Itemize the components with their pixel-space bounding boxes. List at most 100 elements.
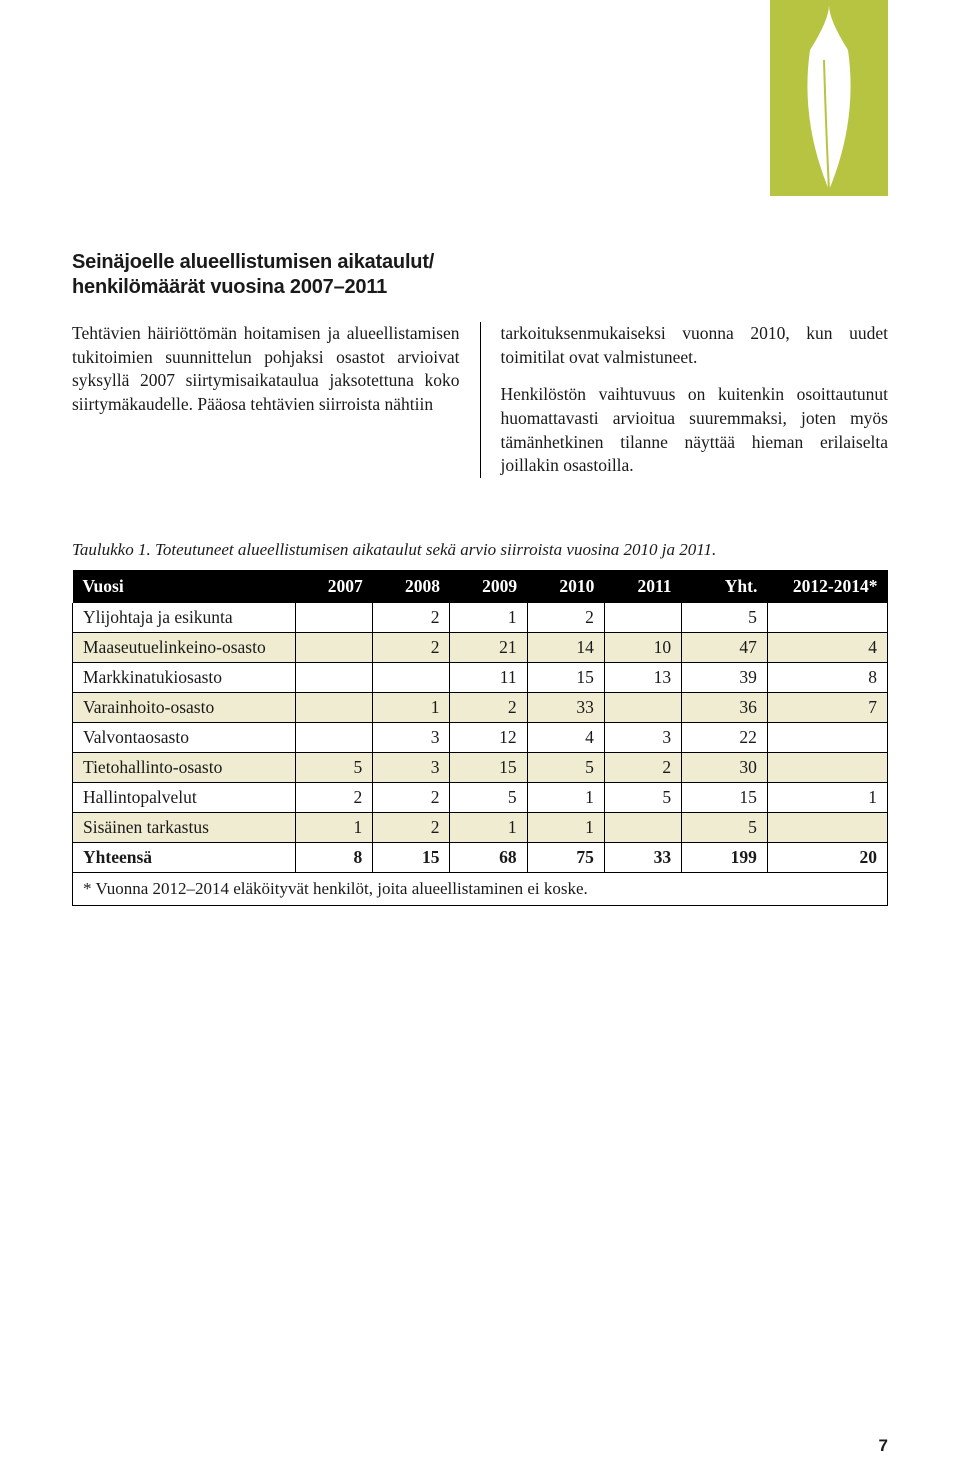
table-cell: 1 <box>767 783 887 813</box>
page-number: 7 <box>879 1436 888 1456</box>
table-row: Sisäinen tarkastus12115 <box>73 813 888 843</box>
table-cell: 15 <box>682 783 768 813</box>
row-label: Sisäinen tarkastus <box>73 813 296 843</box>
table-cell: 2 <box>296 783 373 813</box>
row-label: Markkinatukiosasto <box>73 663 296 693</box>
table-cell: 5 <box>604 783 681 813</box>
table-cell: 15 <box>450 753 527 783</box>
table-cell: 5 <box>682 603 768 633</box>
row-label: Yhteensä <box>73 843 296 873</box>
table-cell: 33 <box>527 693 604 723</box>
table-header-cell: Vuosi <box>73 570 296 603</box>
table-cell: 21 <box>450 633 527 663</box>
data-table: Vuosi 2007 2008 2009 2010 2011 Yht. 2012… <box>72 570 888 907</box>
table-cell: 75 <box>527 843 604 873</box>
paragraph-left: Tehtävien häiriöttömän hoitamisen ja alu… <box>72 322 460 417</box>
row-label: Maaseutuelinkeino-osasto <box>73 633 296 663</box>
row-label: Hallintopalvelut <box>73 783 296 813</box>
table-cell: 11 <box>450 663 527 693</box>
body-text-columns: Tehtävien häiriöttömän hoitamisen ja alu… <box>72 322 888 478</box>
table-cell <box>296 663 373 693</box>
row-label: Valvontaosasto <box>73 723 296 753</box>
table-row: Tietohallinto-osasto53155230 <box>73 753 888 783</box>
table-cell: 4 <box>767 633 887 663</box>
table-cell: 12 <box>450 723 527 753</box>
table-cell: 3 <box>373 753 450 783</box>
table-cell: 22 <box>682 723 768 753</box>
table-cell: 3 <box>604 723 681 753</box>
table-row: Markkinatukiosasto 111513398 <box>73 663 888 693</box>
paragraph-right-1: tarkoituksenmukaiseksi vuonna 2010, kun … <box>501 322 889 369</box>
row-label: Varainhoito-osasto <box>73 693 296 723</box>
table-caption: Taulukko 1. Toteutuneet alueellistumisen… <box>72 540 888 560</box>
table-header-cell: 2007 <box>296 570 373 603</box>
table-cell <box>604 693 681 723</box>
table-cell: 5 <box>527 753 604 783</box>
table-total-row: Yhteensä81568753319920 <box>73 843 888 873</box>
table-header-cell: 2008 <box>373 570 450 603</box>
table-cell: 13 <box>604 663 681 693</box>
table-row: Maaseutuelinkeino-osasto 2211410474 <box>73 633 888 663</box>
table-header-cell: Yht. <box>682 570 768 603</box>
corner-leaf-graphic <box>770 0 888 196</box>
table-cell: 5 <box>450 783 527 813</box>
table-cell: 68 <box>450 843 527 873</box>
table-header-cell: 2012-2014* <box>767 570 887 603</box>
table-cell <box>296 723 373 753</box>
table-cell: 5 <box>682 813 768 843</box>
row-label: Ylijohtaja ja esikunta <box>73 603 296 633</box>
table-cell: 7 <box>767 693 887 723</box>
paragraph-right-2: Henkilöstön vaihtuvuus on kuitenkin osoi… <box>501 383 889 478</box>
table-cell: 1 <box>527 783 604 813</box>
table-cell <box>373 663 450 693</box>
table-cell: 47 <box>682 633 768 663</box>
table-cell: 20 <box>767 843 887 873</box>
table-cell: 33 <box>604 843 681 873</box>
table-cell: 2 <box>373 813 450 843</box>
table-cell <box>296 633 373 663</box>
table-footnote: * Vuonna 2012–2014 eläköityvät henkilöt,… <box>73 873 888 906</box>
table-cell: 2 <box>373 603 450 633</box>
table-header-cell: 2009 <box>450 570 527 603</box>
table-cell: 1 <box>296 813 373 843</box>
table-row: Hallintopalvelut22515151 <box>73 783 888 813</box>
table-cell: 2 <box>450 693 527 723</box>
table-header-row: Vuosi 2007 2008 2009 2010 2011 Yht. 2012… <box>73 570 888 603</box>
table-cell <box>767 723 887 753</box>
table-cell: 1 <box>450 813 527 843</box>
table-cell: 1 <box>373 693 450 723</box>
table-cell: 8 <box>767 663 887 693</box>
table-cell: 36 <box>682 693 768 723</box>
table-row: Varainhoito-osasto 1233 367 <box>73 693 888 723</box>
table-footnote-row: * Vuonna 2012–2014 eläköityvät henkilöt,… <box>73 873 888 906</box>
table-cell: 8 <box>296 843 373 873</box>
table-cell: 2 <box>373 783 450 813</box>
table-cell <box>296 693 373 723</box>
body-left-column: Tehtävien häiriöttömän hoitamisen ja alu… <box>72 322 481 478</box>
table-cell <box>767 813 887 843</box>
table-row: Ylijohtaja ja esikunta 212 5 <box>73 603 888 633</box>
table-row: Valvontaosasto3124322 <box>73 723 888 753</box>
table-cell: 2 <box>604 753 681 783</box>
table-header-cell: 2010 <box>527 570 604 603</box>
table-cell: 15 <box>373 843 450 873</box>
table-cell: 30 <box>682 753 768 783</box>
table-cell <box>767 753 887 783</box>
table-cell <box>296 603 373 633</box>
table-cell: 39 <box>682 663 768 693</box>
table-cell: 1 <box>527 813 604 843</box>
table-cell: 15 <box>527 663 604 693</box>
body-right-column: tarkoituksenmukaiseksi vuonna 2010, kun … <box>481 322 889 478</box>
table-cell: 4 <box>527 723 604 753</box>
table-cell: 3 <box>373 723 450 753</box>
table-cell: 10 <box>604 633 681 663</box>
table-cell: 2 <box>373 633 450 663</box>
row-label: Tietohallinto-osasto <box>73 753 296 783</box>
table-cell: 14 <box>527 633 604 663</box>
table-cell: 5 <box>296 753 373 783</box>
table-cell: 2 <box>527 603 604 633</box>
table-cell <box>604 603 681 633</box>
table-cell: 1 <box>450 603 527 633</box>
table-cell: 199 <box>682 843 768 873</box>
table-cell <box>767 603 887 633</box>
